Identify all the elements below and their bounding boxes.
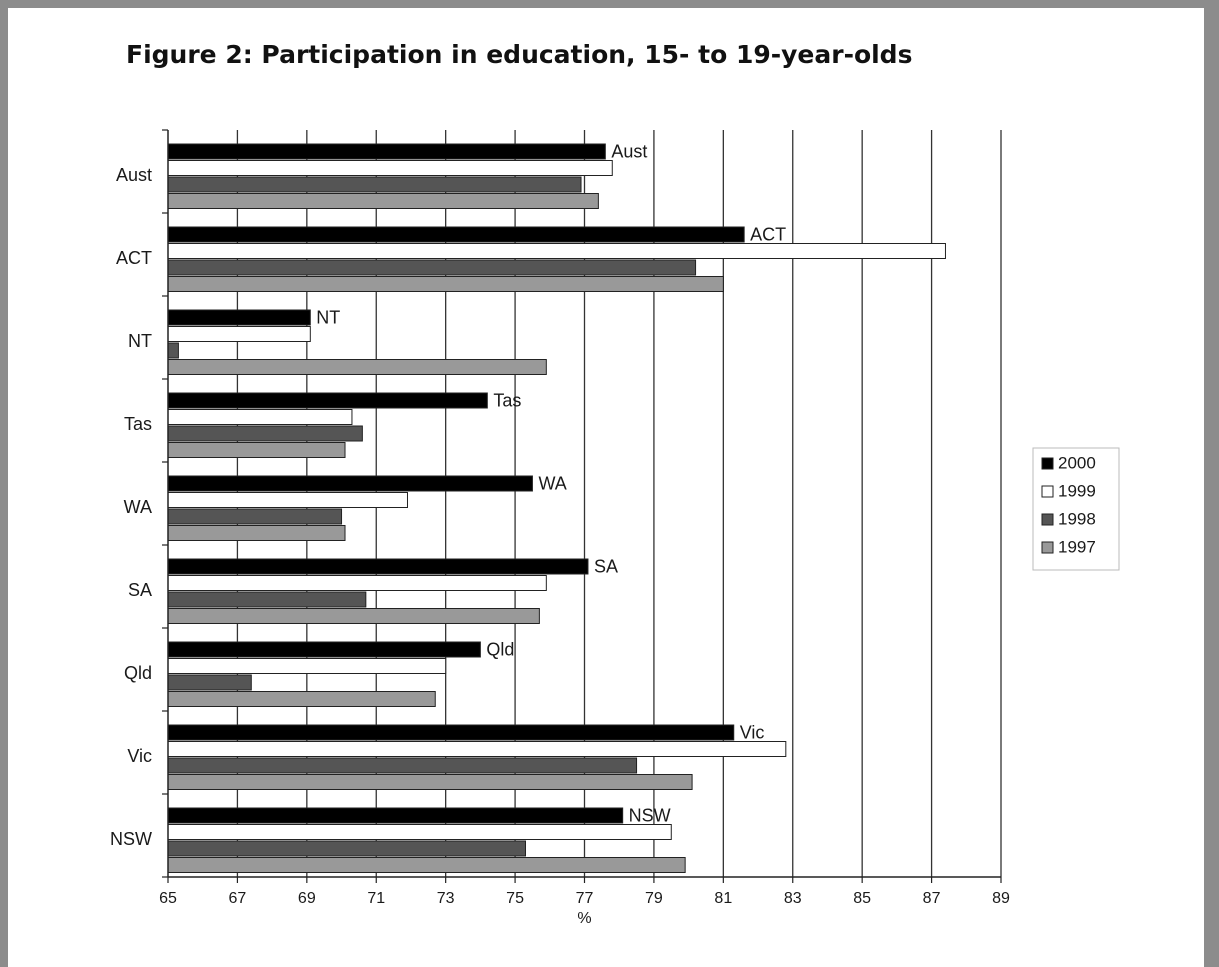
category-label: SA bbox=[128, 580, 152, 600]
bar-tas-2000 bbox=[167, 392, 488, 409]
bar-act-1997 bbox=[167, 276, 724, 292]
bar-qld-2000 bbox=[167, 641, 481, 658]
data-label: SA bbox=[594, 556, 618, 576]
category-label: Vic bbox=[127, 746, 152, 766]
bar-tas-1998 bbox=[167, 425, 363, 442]
bar-nt-1997 bbox=[167, 359, 547, 375]
bar-nsw-2000 bbox=[167, 807, 624, 824]
bar-wa-1997 bbox=[167, 525, 346, 541]
category-label: Qld bbox=[124, 663, 152, 683]
x-tick-label: 83 bbox=[784, 890, 802, 907]
category-label: ACT bbox=[116, 248, 152, 268]
x-tick-label: 67 bbox=[229, 890, 247, 907]
bar-sa-1998 bbox=[167, 591, 367, 608]
legend-label-1999: 1999 bbox=[1058, 481, 1096, 500]
bar-aust-2000 bbox=[167, 143, 606, 160]
bar-aust-1997 bbox=[167, 193, 599, 209]
bar-vic-1999 bbox=[167, 741, 787, 757]
bar-nsw-1998 bbox=[167, 840, 526, 857]
data-label: WA bbox=[538, 473, 566, 493]
bar-vic-1998 bbox=[167, 757, 638, 774]
legend-swatch-1997 bbox=[1041, 541, 1054, 554]
bar-act-1998 bbox=[167, 259, 697, 276]
bar-wa-1998 bbox=[167, 508, 343, 525]
x-tick-label: 77 bbox=[576, 890, 594, 907]
bar-vic-1997 bbox=[167, 774, 693, 790]
x-tick-label: 87 bbox=[923, 890, 941, 907]
bar-aust-1998 bbox=[167, 176, 582, 193]
data-label: ACT bbox=[750, 224, 786, 244]
x-tick-label: 69 bbox=[298, 890, 316, 907]
data-label: Tas bbox=[493, 390, 521, 410]
x-tick-label: 81 bbox=[714, 890, 732, 907]
bar-nsw-1999 bbox=[167, 824, 672, 840]
bar-nt-1999 bbox=[167, 326, 311, 342]
bar-sa-2000 bbox=[167, 558, 589, 575]
bar-qld-1998 bbox=[167, 674, 252, 691]
legend-label-1997: 1997 bbox=[1058, 537, 1096, 556]
legend-swatch-1999 bbox=[1041, 485, 1054, 498]
x-tick-label: 73 bbox=[437, 890, 455, 907]
legend-label-1998: 1998 bbox=[1058, 509, 1096, 528]
bar-nsw-1997 bbox=[167, 857, 686, 873]
data-label: Aust bbox=[611, 141, 647, 161]
category-label: NT bbox=[128, 331, 152, 351]
category-label: NSW bbox=[110, 829, 152, 849]
data-label: NT bbox=[316, 307, 340, 327]
category-label: WA bbox=[124, 497, 152, 517]
bar-nt-2000 bbox=[167, 309, 311, 326]
bar-act-2000 bbox=[167, 226, 745, 243]
bar-act-1999 bbox=[167, 243, 946, 259]
bar-tas-1999 bbox=[167, 409, 353, 425]
bar-vic-2000 bbox=[167, 724, 735, 741]
bar-wa-1999 bbox=[167, 492, 408, 508]
x-tick-label: 89 bbox=[992, 890, 1010, 907]
x-tick-label: 85 bbox=[853, 890, 871, 907]
bar-nt-1998 bbox=[167, 342, 179, 359]
bar-qld-1997 bbox=[167, 691, 436, 707]
data-label: Qld bbox=[486, 639, 514, 659]
category-label: Aust bbox=[116, 165, 152, 185]
data-label: NSW bbox=[629, 805, 671, 825]
chart-title: Figure 2: Participation in education, 15… bbox=[126, 40, 913, 69]
legend-swatch-2000 bbox=[1041, 457, 1054, 470]
bar-qld-1999 bbox=[167, 658, 447, 674]
x-tick-label: 75 bbox=[506, 890, 524, 907]
bar-aust-1999 bbox=[167, 160, 613, 176]
bar-sa-1999 bbox=[167, 575, 547, 591]
x-tick-label: 71 bbox=[367, 890, 385, 907]
bar-tas-1997 bbox=[167, 442, 346, 458]
data-label: Vic bbox=[740, 722, 765, 742]
x-tick-label: 79 bbox=[645, 890, 663, 907]
x-axis-label: % bbox=[577, 910, 591, 927]
legend-swatch-1998 bbox=[1041, 513, 1054, 526]
bar-wa-2000 bbox=[167, 475, 533, 492]
category-label: Tas bbox=[124, 414, 152, 434]
legend-label-2000: 2000 bbox=[1058, 453, 1096, 472]
x-tick-label: 65 bbox=[159, 890, 177, 907]
bar-sa-1997 bbox=[167, 608, 540, 624]
